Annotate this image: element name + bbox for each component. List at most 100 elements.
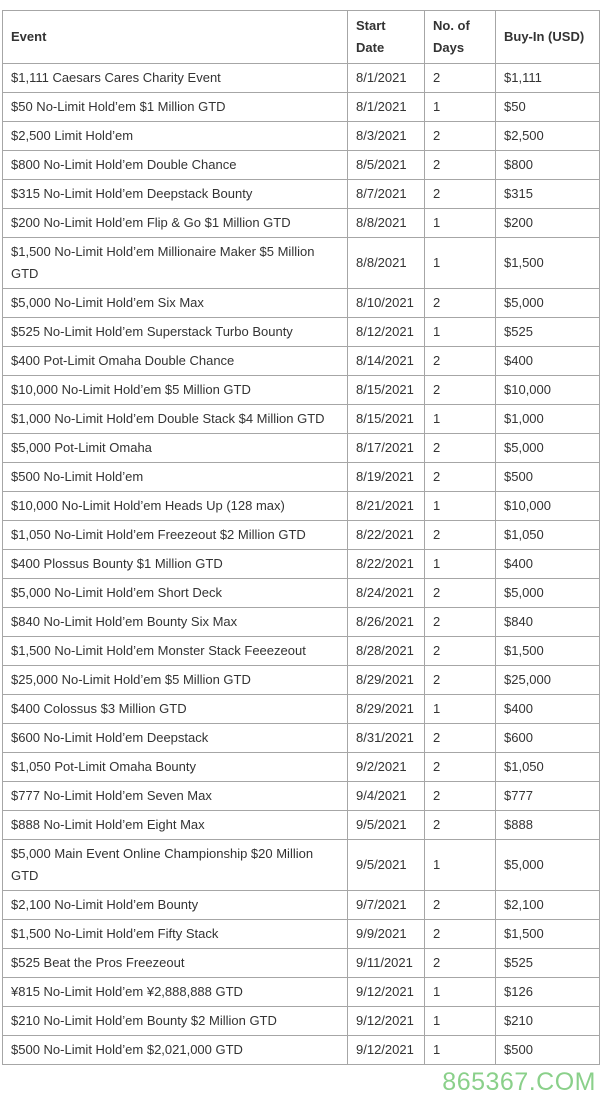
days-cell: 1 bbox=[424, 208, 496, 238]
days-cell: 1 bbox=[424, 491, 496, 521]
buyin-cell: $400 bbox=[495, 549, 600, 579]
buyin-cell: $525 bbox=[495, 317, 600, 347]
event-cell: $50 No-Limit Hold’em $1 Million GTD bbox=[2, 92, 348, 122]
days-cell: 1 bbox=[424, 404, 496, 434]
days-cell: 1 bbox=[424, 1006, 496, 1036]
event-cell: $5,000 No-Limit Hold’em Six Max bbox=[2, 288, 348, 318]
start-date-cell: 8/8/2021 bbox=[347, 237, 425, 289]
table-row: $210 No-Limit Hold’em Bounty $2 Million … bbox=[2, 1006, 600, 1036]
start-date-cell: 8/29/2021 bbox=[347, 665, 425, 695]
event-cell: $1,050 Pot-Limit Omaha Bounty bbox=[2, 752, 348, 782]
table-row: $400 Colossus $3 Million GTD 8/29/2021 1… bbox=[2, 694, 600, 724]
buyin-cell: $210 bbox=[495, 1006, 600, 1036]
buyin-cell: $800 bbox=[495, 150, 600, 180]
buyin-cell: $50 bbox=[495, 92, 600, 122]
event-cell: $5,000 Main Event Online Championship $2… bbox=[2, 839, 348, 891]
days-cell: 2 bbox=[424, 665, 496, 695]
start-date-cell: 8/8/2021 bbox=[347, 208, 425, 238]
table-row: $1,000 No-Limit Hold’em Double Stack $4 … bbox=[2, 404, 600, 434]
table-row: $525 Beat the Pros Freezeout 9/11/2021 2… bbox=[2, 948, 600, 978]
watermark: 865367.COM bbox=[442, 1068, 596, 1096]
buyin-cell: $525 bbox=[495, 948, 600, 978]
table-row: $2,100 No-Limit Hold’em Bounty 9/7/2021 … bbox=[2, 890, 600, 920]
table-row: $50 No-Limit Hold’em $1 Million GTD 8/1/… bbox=[2, 92, 600, 122]
days-cell: 2 bbox=[424, 63, 496, 93]
days-cell: 1 bbox=[424, 1035, 496, 1065]
buyin-cell: $1,500 bbox=[495, 636, 600, 666]
buyin-cell: $5,000 bbox=[495, 288, 600, 318]
days-cell: 2 bbox=[424, 723, 496, 753]
event-cell: $1,500 No-Limit Hold’em Fifty Stack bbox=[2, 919, 348, 949]
event-cell: $1,050 No-Limit Hold’em Freezeout $2 Mil… bbox=[2, 520, 348, 550]
buyin-cell: $1,050 bbox=[495, 520, 600, 550]
buyin-cell: $10,000 bbox=[495, 491, 600, 521]
buyin-cell: $500 bbox=[495, 462, 600, 492]
event-cell: $210 No-Limit Hold’em Bounty $2 Million … bbox=[2, 1006, 348, 1036]
start-date-cell: 9/5/2021 bbox=[347, 810, 425, 840]
event-cell: $1,111 Caesars Cares Charity Event bbox=[2, 63, 348, 93]
days-cell: 2 bbox=[424, 346, 496, 376]
days-cell: 2 bbox=[424, 607, 496, 637]
buyin-cell: $1,050 bbox=[495, 752, 600, 782]
start-date-cell: 8/24/2021 bbox=[347, 578, 425, 608]
days-cell: 2 bbox=[424, 433, 496, 463]
table-row: $400 Pot-Limit Omaha Double Chance 8/14/… bbox=[2, 346, 600, 376]
event-cell: $10,000 No-Limit Hold’em Heads Up (128 m… bbox=[2, 491, 348, 521]
days-cell: 1 bbox=[424, 317, 496, 347]
start-date-cell: 8/28/2021 bbox=[347, 636, 425, 666]
event-cell: $840 No-Limit Hold’em Bounty Six Max bbox=[2, 607, 348, 637]
start-date-cell: 8/19/2021 bbox=[347, 462, 425, 492]
event-cell: $525 Beat the Pros Freezeout bbox=[2, 948, 348, 978]
start-date-cell: 9/12/2021 bbox=[347, 1006, 425, 1036]
column-header-event: Event bbox=[2, 10, 348, 64]
table-row: $600 No-Limit Hold’em Deepstack 8/31/202… bbox=[2, 723, 600, 753]
event-cell: $10,000 No-Limit Hold’em $5 Million GTD bbox=[2, 375, 348, 405]
buyin-cell: $1,000 bbox=[495, 404, 600, 434]
buyin-cell: $840 bbox=[495, 607, 600, 637]
table-row: $525 No-Limit Hold’em Superstack Turbo B… bbox=[2, 317, 600, 347]
days-cell: 2 bbox=[424, 520, 496, 550]
buyin-cell: $400 bbox=[495, 694, 600, 724]
days-cell: 1 bbox=[424, 839, 496, 891]
event-cell: $800 No-Limit Hold’em Double Chance bbox=[2, 150, 348, 180]
start-date-cell: 9/9/2021 bbox=[347, 919, 425, 949]
table-row: $777 No-Limit Hold’em Seven Max 9/4/2021… bbox=[2, 781, 600, 811]
event-cell: $777 No-Limit Hold’em Seven Max bbox=[2, 781, 348, 811]
start-date-cell: 8/7/2021 bbox=[347, 179, 425, 209]
table-row: ¥815 No-Limit Hold’em ¥2,888,888 GTD 9/1… bbox=[2, 977, 600, 1007]
table-row: $10,000 No-Limit Hold’em $5 Million GTD … bbox=[2, 375, 600, 405]
table-row: $500 No-Limit Hold’em 8/19/2021 2 $500 bbox=[2, 462, 600, 492]
event-cell: ¥815 No-Limit Hold’em ¥2,888,888 GTD bbox=[2, 977, 348, 1007]
days-cell: 2 bbox=[424, 121, 496, 151]
days-cell: 2 bbox=[424, 375, 496, 405]
start-date-cell: 8/10/2021 bbox=[347, 288, 425, 318]
buyin-cell: $10,000 bbox=[495, 375, 600, 405]
buyin-cell: $600 bbox=[495, 723, 600, 753]
start-date-cell: 8/15/2021 bbox=[347, 404, 425, 434]
days-cell: 1 bbox=[424, 237, 496, 289]
column-header-buyin: Buy-In (USD) bbox=[495, 10, 600, 64]
start-date-cell: 8/15/2021 bbox=[347, 375, 425, 405]
start-date-cell: 9/7/2021 bbox=[347, 890, 425, 920]
start-date-cell: 8/29/2021 bbox=[347, 694, 425, 724]
event-cell: $400 Colossus $3 Million GTD bbox=[2, 694, 348, 724]
days-cell: 2 bbox=[424, 288, 496, 318]
days-cell: 2 bbox=[424, 636, 496, 666]
event-cell: $500 No-Limit Hold’em $2,021,000 GTD bbox=[2, 1035, 348, 1065]
buyin-cell: $500 bbox=[495, 1035, 600, 1065]
days-cell: 1 bbox=[424, 92, 496, 122]
days-cell: 2 bbox=[424, 810, 496, 840]
table-row: $200 No-Limit Hold’em Flip & Go $1 Milli… bbox=[2, 208, 600, 238]
days-cell: 1 bbox=[424, 694, 496, 724]
start-date-cell: 8/26/2021 bbox=[347, 607, 425, 637]
start-date-cell: 9/4/2021 bbox=[347, 781, 425, 811]
event-cell: $525 No-Limit Hold’em Superstack Turbo B… bbox=[2, 317, 348, 347]
buyin-cell: $5,000 bbox=[495, 578, 600, 608]
start-date-cell: 9/12/2021 bbox=[347, 977, 425, 1007]
table-row: $1,111 Caesars Cares Charity Event 8/1/2… bbox=[2, 63, 600, 93]
days-cell: 2 bbox=[424, 919, 496, 949]
table-row: $840 No-Limit Hold’em Bounty Six Max 8/2… bbox=[2, 607, 600, 637]
start-date-cell: 8/22/2021 bbox=[347, 520, 425, 550]
days-cell: 1 bbox=[424, 977, 496, 1007]
event-cell: $2,100 No-Limit Hold’em Bounty bbox=[2, 890, 348, 920]
